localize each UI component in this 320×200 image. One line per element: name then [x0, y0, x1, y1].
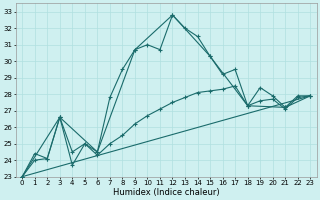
X-axis label: Humidex (Indice chaleur): Humidex (Indice chaleur) [113, 188, 220, 197]
